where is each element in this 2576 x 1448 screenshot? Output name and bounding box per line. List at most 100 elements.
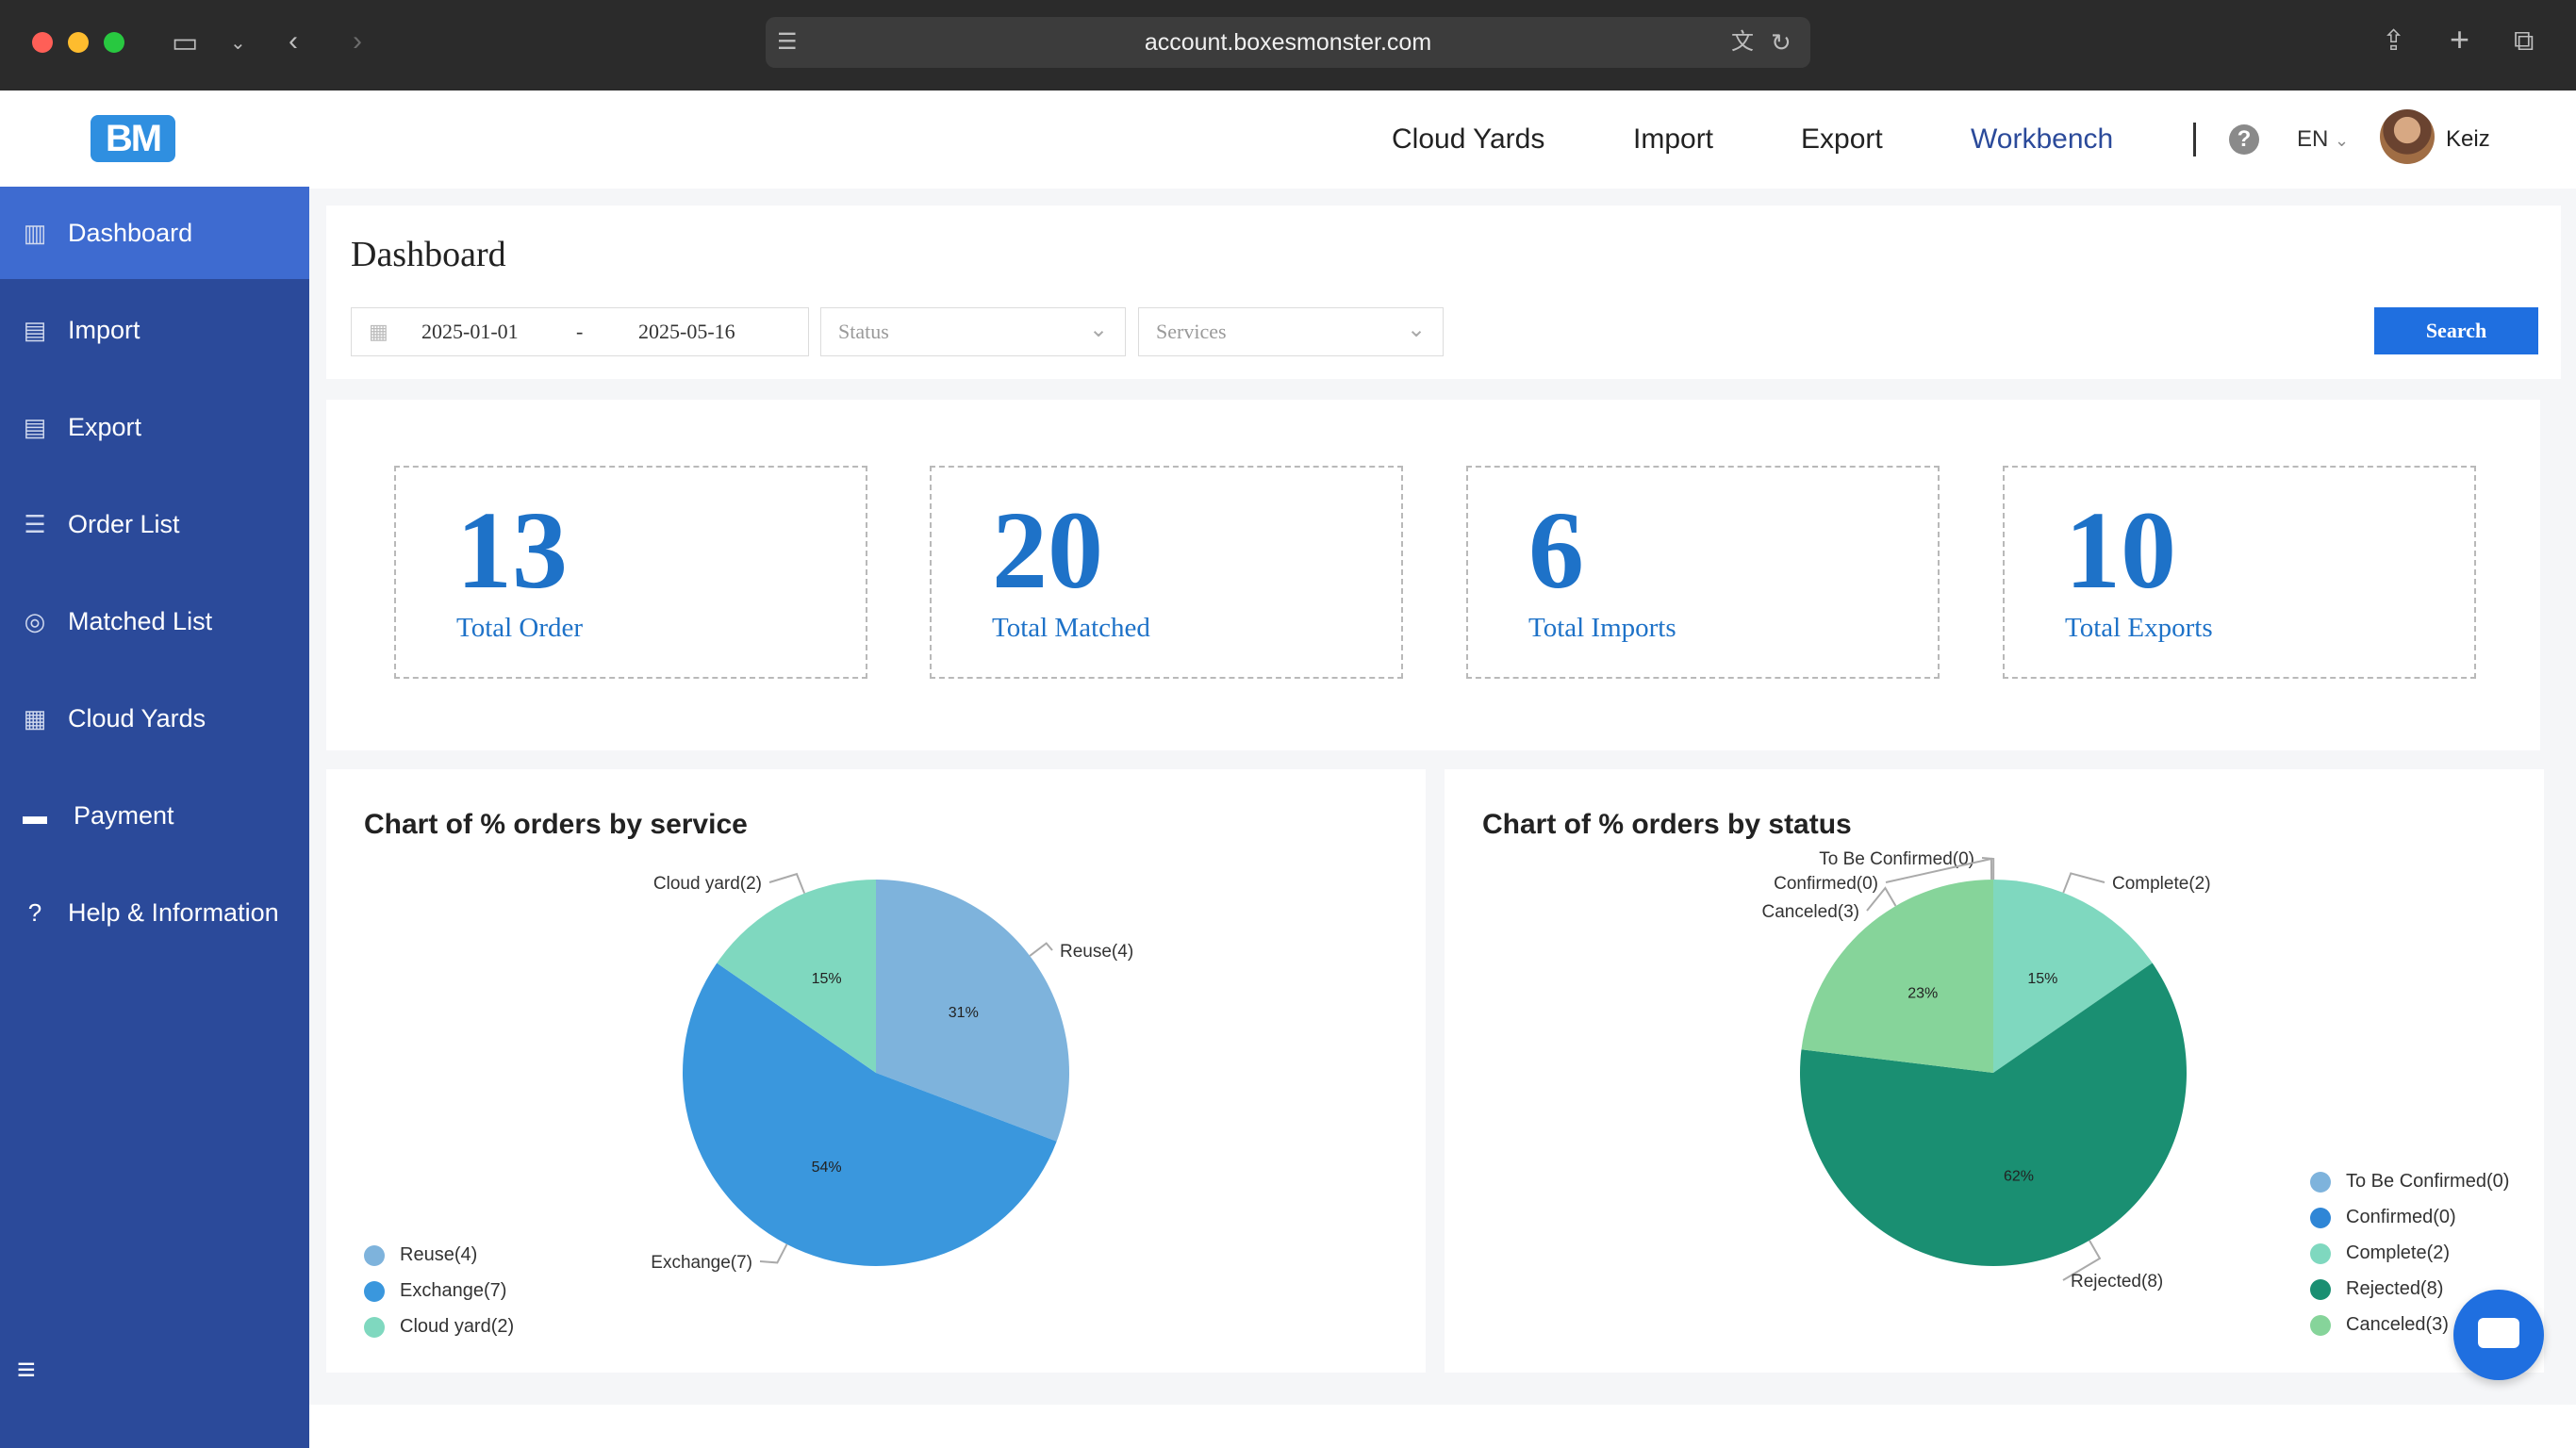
pie-slice-rejected[interactable] <box>1800 963 2187 1266</box>
legend-item[interactable]: Reuse(4) <box>364 1237 514 1273</box>
order-list-icon: ☰ <box>24 510 46 538</box>
service-pie-chart: 31% Reuse(4) 54% Exchange(7) 15% Cloud yard(2… <box>651 872 1133 1273</box>
slice-percent-label: 15% <box>2027 971 2057 987</box>
pie-slice-cloud-yard[interactable] <box>717 880 876 1073</box>
stat-card-total-imports[interactable]: 6 Total Imports <box>1466 466 1940 679</box>
legend-dot <box>2310 1242 2331 1264</box>
legend-label: Cloud yard(2) <box>400 1316 515 1337</box>
tab-overview-icon[interactable]: ⧉ <box>2514 25 2535 57</box>
legend-label: Complete(2) <box>2346 1242 2451 1263</box>
nav-cloud-yards[interactable]: Cloud Yards <box>1392 123 1545 155</box>
collapse-menu-icon[interactable]: ≡ <box>17 1352 36 1388</box>
nav-import[interactable]: Import <box>1633 123 1714 155</box>
slice-name-label: Canceled(3) <box>1762 902 1860 922</box>
legend-dot <box>364 1316 385 1338</box>
sidebar-item-label: Cloud Yards <box>68 704 206 732</box>
sidebar-item-matched-list[interactable]: ◎ Matched List <box>0 575 309 667</box>
legend-item[interactable]: Confirmed(0) <box>2310 1199 2509 1235</box>
maximize-window-button[interactable] <box>104 32 124 53</box>
slice-name-label: Reuse(4) <box>1060 942 1133 962</box>
slice-leader-line <box>1029 942 1053 957</box>
nav-workbench[interactable]: Workbench <box>1971 123 2114 155</box>
services-select[interactable]: Services ⌄ <box>1138 307 1444 356</box>
legend-item[interactable]: Complete(2) <box>2310 1235 2509 1271</box>
legend-dot <box>2310 1278 2331 1300</box>
legend-item[interactable]: Cloud yard(2) <box>364 1308 514 1344</box>
service-chart-title: Chart of % orders by service <box>364 809 748 840</box>
legend-dot <box>364 1280 385 1302</box>
avatar[interactable] <box>2380 109 2435 164</box>
legend-item[interactable]: Canceled(3) <box>2310 1307 2509 1342</box>
stat-card-total-order[interactable]: 13 Total Order <box>394 466 867 679</box>
stat-label: Total Imports <box>1528 613 1676 643</box>
legend-dot <box>2310 1171 2331 1193</box>
sidebar-item-label: Export <box>68 413 142 441</box>
legend-item[interactable]: To Be Confirmed(0) <box>2310 1163 2509 1199</box>
reload-icon[interactable]: ↻ <box>1771 28 1792 57</box>
chat-button[interactable] <box>2453 1290 2544 1380</box>
translate-icon[interactable]: 文 <box>1731 29 1754 55</box>
chevron-down-icon: ⌄ <box>1089 318 1109 342</box>
sidebar-item-payment[interactable]: ▬ Payment <box>0 769 309 862</box>
pie-slice-complete[interactable] <box>1993 880 2153 1073</box>
address-bar[interactable]: ☰ account.boxesmonster.com 文 ↻ <box>766 17 1810 68</box>
legend-dot <box>364 1244 385 1266</box>
date-range-picker[interactable]: ▦ 2025-01-01 - 2025-05-16 <box>351 307 809 356</box>
forward-icon[interactable]: › <box>353 25 362 57</box>
status-select[interactable]: Status ⌄ <box>820 307 1126 356</box>
page-menu-icon[interactable]: ☰ <box>777 29 798 55</box>
status-placeholder: Status <box>838 320 889 343</box>
browser-toolbar: ▭ ⌄ ‹ › ☰ account.boxesmonster.com 文 ↻ ⇪… <box>0 0 2576 90</box>
service-chart-legend: Reuse(4) Exchange(7) Cloud yard(2) <box>364 1237 514 1344</box>
sidebar-item-dashboard[interactable]: ▥ Dashboard <box>0 187 309 279</box>
legend-label: Exchange(7) <box>400 1280 507 1301</box>
sidebar-item-order-list[interactable]: ☰ Order List <box>0 478 309 570</box>
back-icon[interactable]: ‹ <box>289 25 298 57</box>
status-chart-title: Chart of % orders by status <box>1482 809 1852 840</box>
pie-slice-exchange[interactable] <box>683 963 1057 1266</box>
new-tab-icon[interactable]: + <box>2450 20 2470 58</box>
stat-card-total-matched[interactable]: 20 Total Matched <box>930 466 1403 679</box>
help-icon[interactable]: ? <box>2229 124 2259 155</box>
pie-slice-reuse[interactable] <box>876 880 1069 1142</box>
sidebar-item-cloud-yards[interactable]: ▦ Cloud Yards <box>0 672 309 765</box>
search-button[interactable]: Search <box>2374 307 2538 354</box>
sidebar-toggle-icon[interactable]: ▭ <box>172 27 199 58</box>
payment-card-icon: ▬ <box>23 801 47 830</box>
stat-card-total-exports[interactable]: 10 Total Exports <box>2003 466 2476 679</box>
stat-value: 10 <box>2065 488 2176 612</box>
slice-percent-label: 62% <box>2004 1168 2034 1184</box>
dashboard-icon: ▥ <box>23 219 47 247</box>
share-icon[interactable]: ⇪ <box>2382 25 2406 57</box>
legend-item[interactable]: Rejected(8) <box>2310 1271 2509 1307</box>
sidebar-item-label: Help & Information <box>68 898 279 927</box>
slice-percent-label: 31% <box>949 1005 979 1021</box>
slice-name-label: Cloud yard(2) <box>653 874 762 894</box>
minimize-window-button[interactable] <box>68 32 89 53</box>
slice-leader-line <box>1885 857 1993 883</box>
close-window-button[interactable] <box>32 32 53 53</box>
sidebar-item-help[interactable]: ? Help & Information <box>0 866 309 959</box>
chevron-down-icon: ⌄ <box>2335 131 2350 150</box>
nav-export[interactable]: Export <box>1801 123 1883 155</box>
slice-percent-label: 54% <box>812 1160 842 1176</box>
user-name[interactable]: Keiz <box>2446 126 2490 152</box>
language-selector[interactable]: EN ⌄ <box>2297 90 2349 189</box>
logo[interactable]: BM <box>91 115 175 162</box>
slice-name-label: Rejected(8) <box>2071 1272 2163 1292</box>
page-title: Dashboard <box>351 235 506 274</box>
slice-name-label: Exchange(7) <box>651 1253 752 1273</box>
services-placeholder: Services <box>1156 320 1227 343</box>
sidebar-item-export[interactable]: ▤ Export <box>0 381 309 473</box>
date-from-value: 2025-01-01 <box>421 320 519 343</box>
chat-icon <box>2478 1318 2519 1348</box>
sidebar-item-label: Import <box>68 316 140 344</box>
sidebar-item-import[interactable]: ▤ Import <box>0 284 309 376</box>
chevron-down-icon[interactable]: ⌄ <box>230 33 246 54</box>
sidebar-item-label: Order List <box>68 510 180 538</box>
slice-leader-line <box>2062 1240 2102 1281</box>
legend-item[interactable]: Exchange(7) <box>364 1273 514 1308</box>
sidebar-item-label: Matched List <box>68 607 213 635</box>
pie-slice-canceled[interactable] <box>1801 880 1993 1073</box>
status-pie-chart: 0%To Be Confirmed(0)Confirmed(0)15%Compl… <box>1762 849 2211 1292</box>
